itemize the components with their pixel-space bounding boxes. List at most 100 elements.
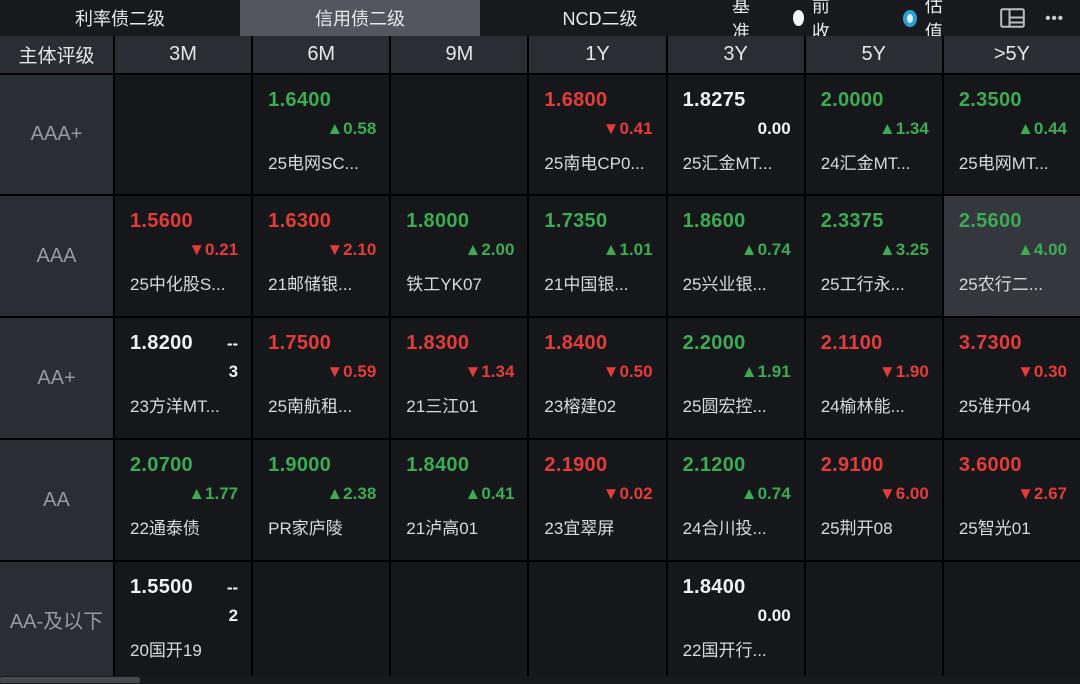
change-value: ▼0.30	[1017, 362, 1067, 381]
empty-cell[interactable]	[115, 75, 252, 194]
yield-cell[interactable]: 2.3375 ▲3.25 25工行永...	[805, 196, 942, 316]
change-value: ▼2.67	[1017, 484, 1067, 503]
yield-cell[interactable]: 1.5500 -- 2 20国开19	[115, 562, 252, 676]
bond-name: 23方洋MT...	[130, 397, 220, 416]
yield-cell[interactable]: 2.3500 ▲0.44 25电网MT...	[943, 75, 1080, 194]
yield-cell[interactable]: 2.1900 ▼0.02 23宜翠屏	[529, 440, 666, 560]
bond-name: 24合川投...	[682, 519, 767, 538]
bond-name: 25工行永...	[820, 275, 905, 294]
change-value: 0.00	[757, 119, 791, 138]
yield-value: 1.7500	[268, 332, 332, 354]
change-value: ▲1.91	[740, 362, 791, 381]
tab-credit-bond-secondary[interactable]: 信用债二级	[240, 0, 480, 36]
yield-value: 2.3375	[820, 210, 884, 232]
empty-cell[interactable]	[391, 75, 528, 194]
empty-cell[interactable]	[253, 562, 390, 676]
yield-cell[interactable]: 1.8300 ▼1.34 21三江01	[391, 318, 528, 438]
bond-name: 25南航租...	[268, 397, 353, 416]
yield-cell[interactable]: 2.1100 ▼1.90 24榆林能...	[805, 318, 942, 438]
yield-value: 3.7300	[958, 332, 1022, 354]
no-change-dash: --	[226, 334, 239, 353]
yield-value: 1.8200	[130, 332, 193, 354]
layout-columns-icon[interactable]	[1000, 8, 1026, 28]
row-label-rating: AA+	[0, 318, 113, 438]
col-header-9m: 9M	[391, 36, 528, 73]
radio-valuation-icon[interactable]	[903, 9, 917, 27]
yield-cell[interactable]: 2.0000 ▲1.34 24汇金MT...	[805, 75, 942, 194]
yield-cell[interactable]: 1.5600 ▼0.21 25中化股S...	[115, 196, 252, 316]
yield-cell[interactable]: 1.6300 ▼2.10 21邮储银...	[253, 196, 390, 316]
yield-value: 1.5600	[130, 210, 193, 232]
bond-name: 25电网SC...	[268, 154, 359, 173]
yield-value: 2.3500	[958, 89, 1022, 111]
yield-cell[interactable]: 1.8400 0.00 22国开行...	[667, 562, 804, 676]
tab-rate-bond-secondary[interactable]: 利率债二级	[75, 9, 165, 29]
yield-value: 2.1100	[820, 332, 883, 354]
horizontal-scrollbar[interactable]	[0, 676, 1080, 684]
yield-cell[interactable]: 2.5600 ▲4.00 25农行二...	[943, 196, 1080, 316]
change-value: ▲1.77	[188, 484, 239, 503]
yield-cell[interactable]: 1.8400 ▼0.50 23榕建02	[529, 318, 666, 438]
empty-cell[interactable]	[943, 562, 1080, 676]
bond-name: 21中国银...	[544, 275, 629, 294]
yield-value: 1.6800	[544, 89, 608, 111]
yield-cell[interactable]: 1.8600 ▲0.74 25兴业银...	[667, 196, 804, 316]
tab-ncd-secondary[interactable]: NCD二级	[562, 9, 638, 29]
yield-cell[interactable]: 2.2000 ▲1.91 25圆宏控...	[667, 318, 804, 438]
bond-name: 22国开行...	[682, 641, 767, 660]
yield-cell[interactable]: 2.1200 ▲0.74 24合川投...	[667, 440, 804, 560]
bond-name: 22通泰债	[130, 519, 200, 538]
empty-cell[interactable]	[529, 562, 666, 676]
change-value: ▲1.01	[602, 240, 653, 259]
yield-value: 1.9000	[268, 454, 332, 476]
change-value: ▲2.38	[326, 484, 377, 503]
change-value: ▼0.41	[602, 119, 653, 138]
benchmark-toolbar: 基准 前收 估值 •••	[720, 0, 1080, 42]
yield-value: 1.5500	[130, 576, 193, 598]
yield-value: 1.8400	[682, 576, 746, 598]
yield-cell[interactable]: 2.9100 ▼6.00 25荆开08	[805, 440, 942, 560]
yield-value: 2.0000	[820, 89, 884, 111]
yield-value: 1.6400	[268, 89, 332, 111]
row-label-rating: AA-及以下	[0, 562, 113, 676]
bond-name: 铁工YK07	[406, 275, 482, 294]
change-value: ▲0.44	[1017, 119, 1067, 138]
yield-cell[interactable]: 1.8400 ▲0.41 21泸高01	[391, 440, 528, 560]
more-menu-icon[interactable]: •••	[1045, 9, 1064, 27]
yield-cell[interactable]: 1.8200 -- 3 23方洋MT...	[115, 318, 252, 438]
yield-value: 1.8000	[406, 210, 470, 232]
yield-cell[interactable]: 1.9000 ▲2.38 PR家庐陵	[253, 440, 390, 560]
yield-cell[interactable]: 1.7500 ▼0.59 25南航租...	[253, 318, 390, 438]
yield-cell[interactable]: 1.6800 ▼0.41 25南电CP0...	[529, 75, 666, 194]
yield-cell[interactable]: 1.8275 0.00 25汇金MT...	[667, 75, 804, 194]
yield-cell[interactable]: 3.6000 ▼2.67 25智光01	[943, 440, 1080, 560]
change-value: ▲2.00	[464, 240, 515, 259]
yield-cell[interactable]: 1.7350 ▲1.01 21中国银...	[529, 196, 666, 316]
change-value: ▼0.59	[326, 362, 377, 381]
bond-name: 23榕建02	[544, 397, 617, 416]
change-value: 0.00	[757, 606, 791, 625]
yield-value: 2.9100	[820, 454, 884, 476]
horizontal-scrollbar-thumb[interactable]	[0, 677, 140, 683]
change-value: ▲1.34	[878, 119, 929, 138]
yield-cell[interactable]: 1.8000 ▲2.00 铁工YK07	[391, 196, 528, 316]
bond-name: PR家庐陵	[268, 519, 343, 538]
bond-name: 25圆宏控...	[682, 397, 767, 416]
yield-cell[interactable]: 1.6400 ▲0.58 25电网SC...	[253, 75, 390, 194]
change-value: ▲0.74	[740, 484, 791, 503]
change-value: ▼2.10	[326, 240, 377, 259]
bond-name: 25农行二...	[958, 275, 1043, 294]
credit-bond-yield-table: 主体评级 3M 6M 9M 1Y 3Y 5Y >5Y AAA+ 1.6400 ▲0.…	[0, 36, 1080, 676]
yield-cell[interactable]: 3.7300 ▼0.30 25淮开04	[943, 318, 1080, 438]
yield-cell[interactable]: 2.0700 ▲1.77 22通泰债	[115, 440, 252, 560]
col-header-6m: 6M	[253, 36, 390, 73]
empty-cell[interactable]	[805, 562, 942, 676]
trade-count: 2	[228, 606, 239, 625]
row-label-rating: AAA	[0, 196, 113, 316]
bond-name: 24汇金MT...	[820, 154, 911, 173]
radio-prev-close-icon[interactable]	[792, 10, 804, 26]
bond-name: 25中化股S...	[130, 275, 226, 294]
empty-cell[interactable]	[391, 562, 528, 676]
yield-value: 1.8600	[682, 210, 746, 232]
bond-name: 25智光01	[958, 519, 1031, 538]
